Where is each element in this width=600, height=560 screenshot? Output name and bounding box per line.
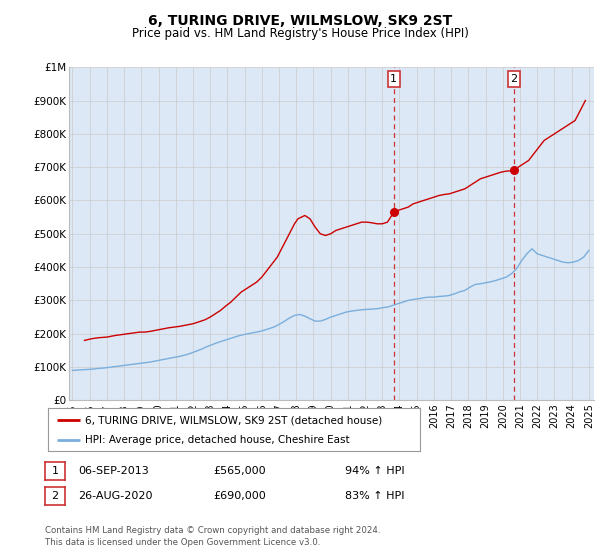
Text: Price paid vs. HM Land Registry's House Price Index (HPI): Price paid vs. HM Land Registry's House … — [131, 27, 469, 40]
Text: 2: 2 — [52, 491, 58, 501]
Text: Contains HM Land Registry data © Crown copyright and database right 2024.: Contains HM Land Registry data © Crown c… — [45, 526, 380, 535]
Text: £565,000: £565,000 — [213, 466, 266, 476]
Text: 26-AUG-2020: 26-AUG-2020 — [78, 491, 152, 501]
Text: 6, TURING DRIVE, WILMSLOW, SK9 2ST (detached house): 6, TURING DRIVE, WILMSLOW, SK9 2ST (deta… — [85, 415, 382, 425]
Text: 1: 1 — [391, 74, 397, 84]
Text: 6, TURING DRIVE, WILMSLOW, SK9 2ST: 6, TURING DRIVE, WILMSLOW, SK9 2ST — [148, 14, 452, 28]
Text: 2: 2 — [511, 74, 518, 84]
Text: 1: 1 — [52, 466, 58, 476]
Text: 83% ↑ HPI: 83% ↑ HPI — [345, 491, 404, 501]
Text: 06-SEP-2013: 06-SEP-2013 — [78, 466, 149, 476]
Text: 94% ↑ HPI: 94% ↑ HPI — [345, 466, 404, 476]
Text: HPI: Average price, detached house, Cheshire East: HPI: Average price, detached house, Ches… — [85, 435, 350, 445]
Text: This data is licensed under the Open Government Licence v3.0.: This data is licensed under the Open Gov… — [45, 538, 320, 547]
Text: £690,000: £690,000 — [213, 491, 266, 501]
